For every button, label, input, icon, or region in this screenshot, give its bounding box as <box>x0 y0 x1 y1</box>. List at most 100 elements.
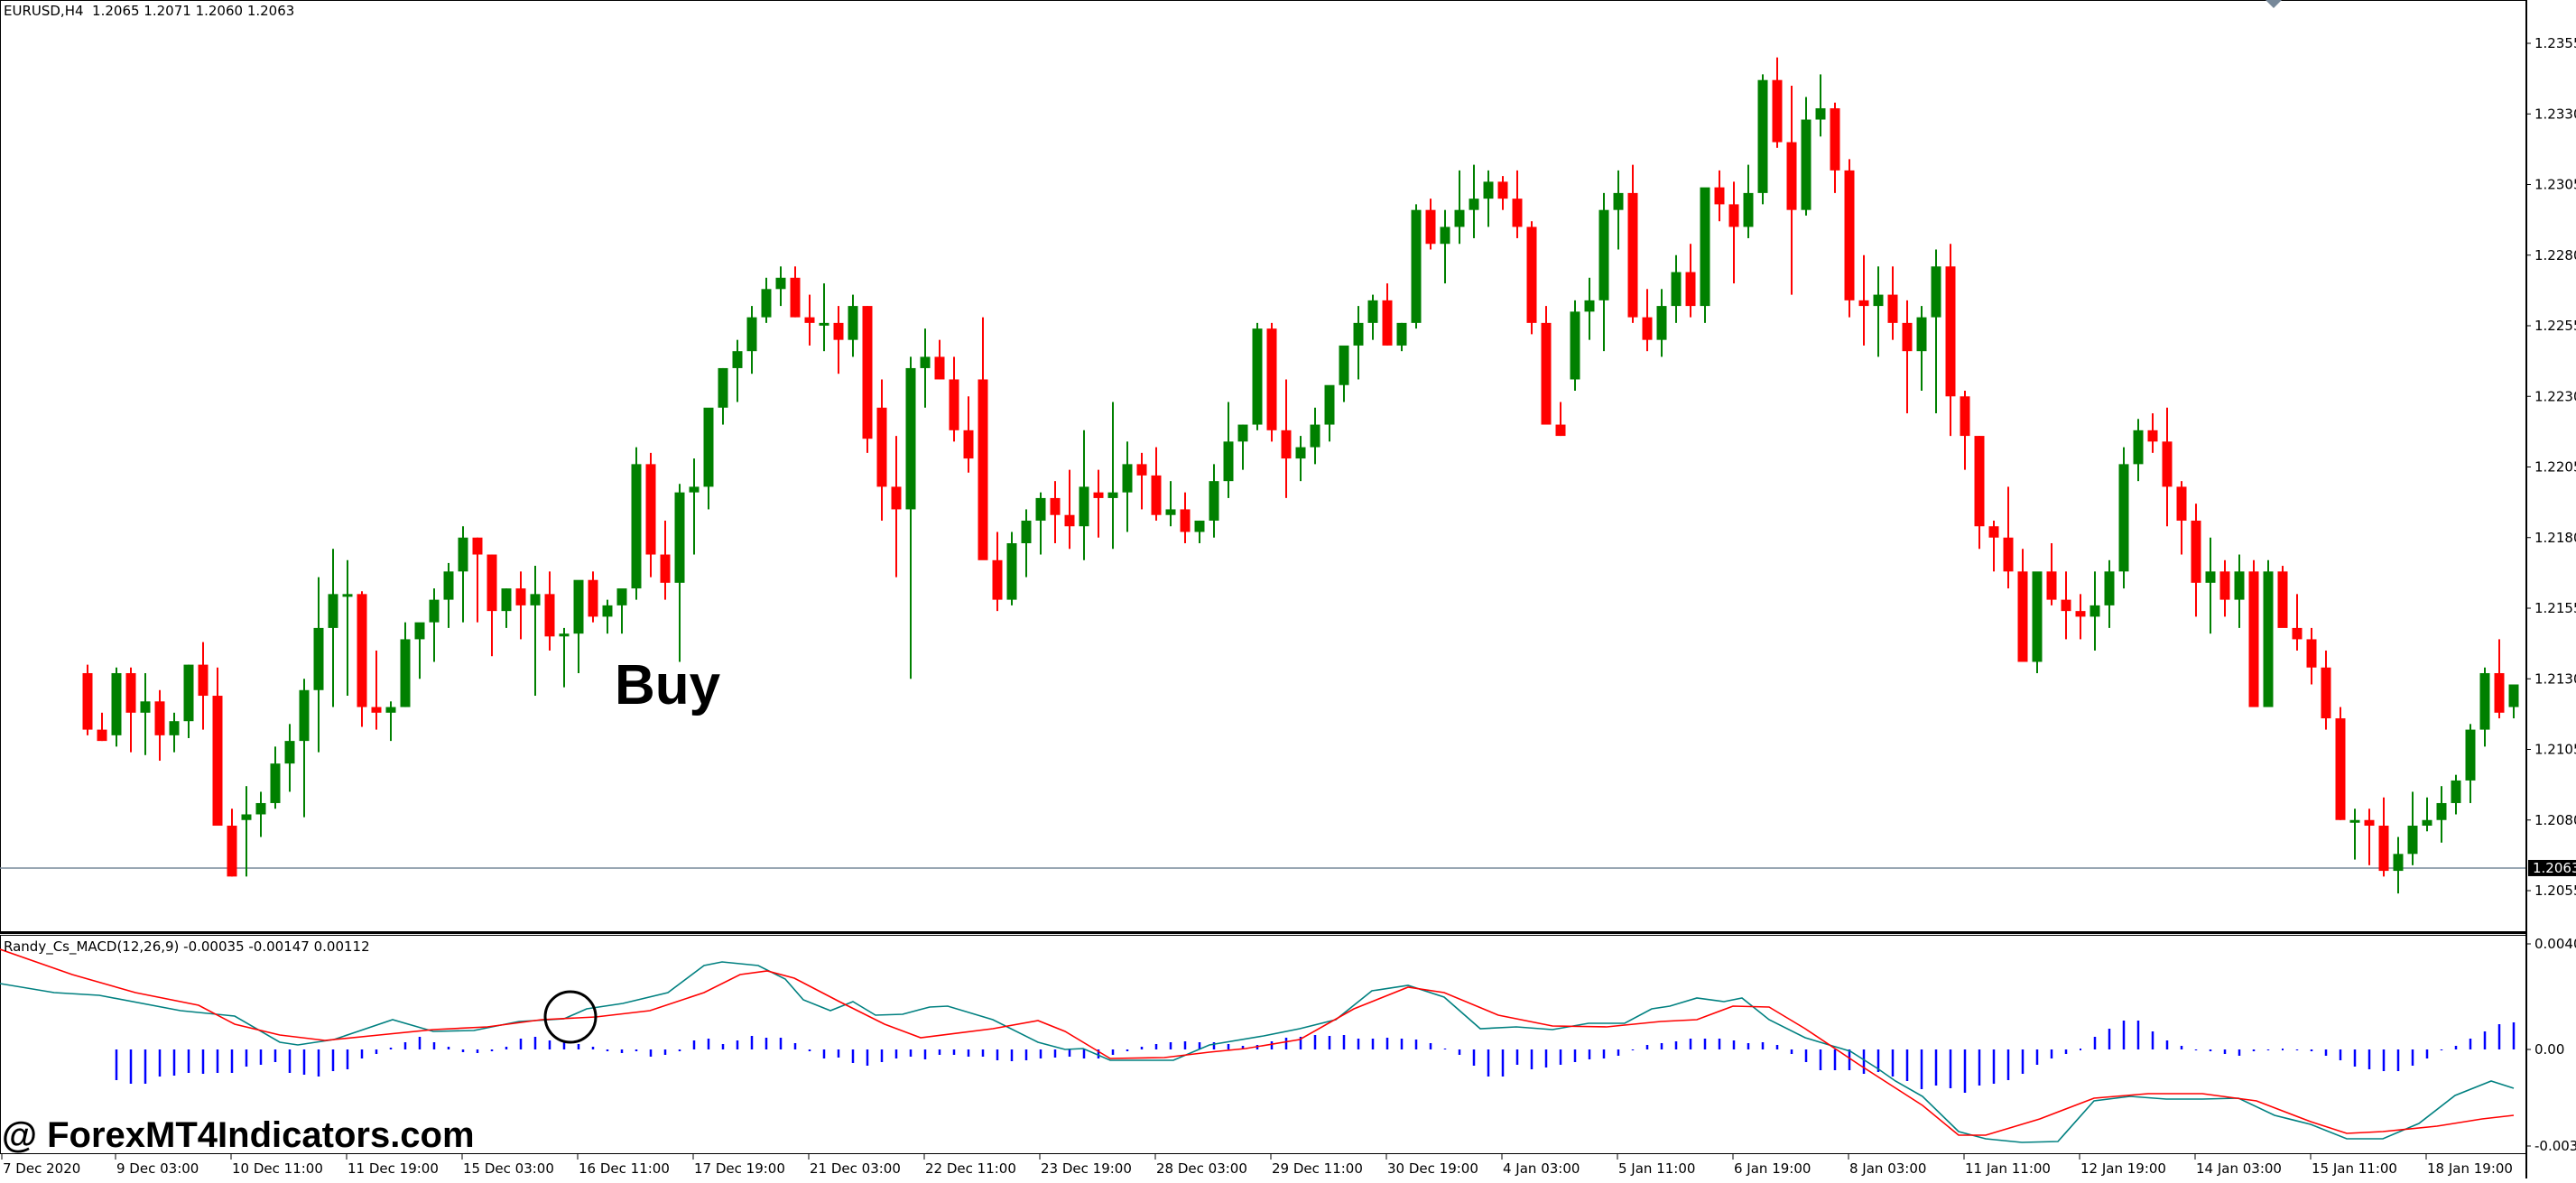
candle <box>1858 254 1869 346</box>
candle <box>1931 249 1941 414</box>
candle-body <box>1266 328 1277 430</box>
candle <box>2032 571 2043 673</box>
candle-body <box>169 721 180 735</box>
candle <box>848 294 858 357</box>
candle-body <box>1642 317 1653 340</box>
candle-body <box>1093 492 1104 498</box>
candle <box>1714 170 1725 222</box>
candle <box>342 559 353 697</box>
candle-body <box>2436 802 2447 820</box>
candle-body <box>2465 729 2476 781</box>
candle <box>819 283 829 352</box>
candle-body <box>1815 107 1826 120</box>
candle <box>1396 322 1407 352</box>
candle-body <box>616 588 627 605</box>
candle <box>1830 102 1840 193</box>
indicator-header: Randy_Cs_MACD(12,26,9) -0.00035 -0.00147… <box>4 938 370 955</box>
candle <box>1541 306 1552 425</box>
candle-body <box>1974 436 1985 527</box>
candle-body <box>2162 441 2173 487</box>
candle <box>732 339 743 402</box>
candle-body <box>227 826 237 877</box>
candle-body <box>2191 520 2201 583</box>
candle-body <box>2046 571 2057 600</box>
candle <box>2378 797 2389 877</box>
candle <box>414 622 425 679</box>
candle <box>1945 244 1956 437</box>
candle-body <box>1598 209 1609 300</box>
candle-body <box>1281 430 1292 459</box>
candle-body <box>2422 819 2432 827</box>
candle <box>2436 786 2447 843</box>
candle-body <box>703 407 714 487</box>
price-label: 1.2305 <box>2534 177 2576 193</box>
candle-body <box>530 594 541 605</box>
candle-body <box>299 689 310 742</box>
candle-body <box>472 537 483 555</box>
candle-body <box>2335 718 2346 820</box>
candle-body <box>876 407 887 487</box>
candle <box>241 786 252 877</box>
candle-body <box>1469 199 1479 210</box>
candle-body <box>284 741 295 764</box>
candle <box>2349 809 2360 860</box>
candle <box>1079 430 1089 560</box>
symbol-header: EURUSD,H4 1.2065 1.2071 1.2060 1.2063 <box>4 3 295 19</box>
candle-body <box>1310 424 1320 448</box>
candle <box>1815 74 1826 137</box>
time-label: 17 Dec 19:00 <box>694 1160 785 1177</box>
candle-body <box>1960 396 1970 437</box>
candle-body <box>689 486 700 493</box>
candle <box>1252 322 1263 430</box>
time-label: 11 Jan 11:00 <box>1965 1160 2051 1177</box>
candle-body <box>1512 199 1523 227</box>
candle-body <box>2003 537 2014 572</box>
time-label: 11 Dec 19:00 <box>347 1160 439 1177</box>
candle <box>1786 85 1797 295</box>
candle <box>1295 436 1306 482</box>
candle <box>1122 441 1133 532</box>
candle-body <box>1656 306 1667 340</box>
time-label: 30 Dec 19:00 <box>1387 1160 1478 1177</box>
price-label: 1.2105 <box>2534 742 2576 758</box>
candle <box>862 306 873 453</box>
candle <box>169 712 180 753</box>
candle <box>2393 836 2404 894</box>
candle-body <box>1887 294 1898 323</box>
candle-body <box>1931 266 1941 318</box>
price-label: 1.2230 <box>2534 388 2576 404</box>
candle-body <box>1945 266 1956 397</box>
candle <box>299 679 310 818</box>
candle-body <box>1035 497 1046 521</box>
current-price-badge <box>2528 859 2576 876</box>
candle-body <box>761 289 772 318</box>
candle-body <box>1844 170 1855 300</box>
time-label: 21 Dec 03:00 <box>810 1160 901 1177</box>
candle-body <box>746 317 757 352</box>
candle-body <box>1541 322 1552 425</box>
candle <box>198 642 208 730</box>
candle <box>573 579 584 673</box>
candle <box>313 577 324 753</box>
candle-body <box>1801 119 1812 210</box>
candle-body <box>963 430 974 459</box>
candle-body <box>2451 780 2461 803</box>
candle-body <box>2219 571 2230 600</box>
candle-body <box>1107 492 1118 498</box>
chart-shift-marker-icon[interactable] <box>2266 0 2282 8</box>
candle <box>1598 192 1609 352</box>
candle-body <box>1411 209 1422 323</box>
candle-body <box>1916 317 1927 352</box>
candle <box>486 554 497 657</box>
price-label: 1.2055 <box>2534 883 2576 899</box>
time-label: 23 Dec 19:00 <box>1041 1160 1132 1177</box>
candle <box>559 627 570 688</box>
candle-body <box>949 379 959 430</box>
time-label: 14 Jan 03:00 <box>2196 1160 2282 1177</box>
candle-body <box>2306 639 2317 668</box>
candle-body <box>2234 571 2245 600</box>
candle <box>1512 170 1523 238</box>
